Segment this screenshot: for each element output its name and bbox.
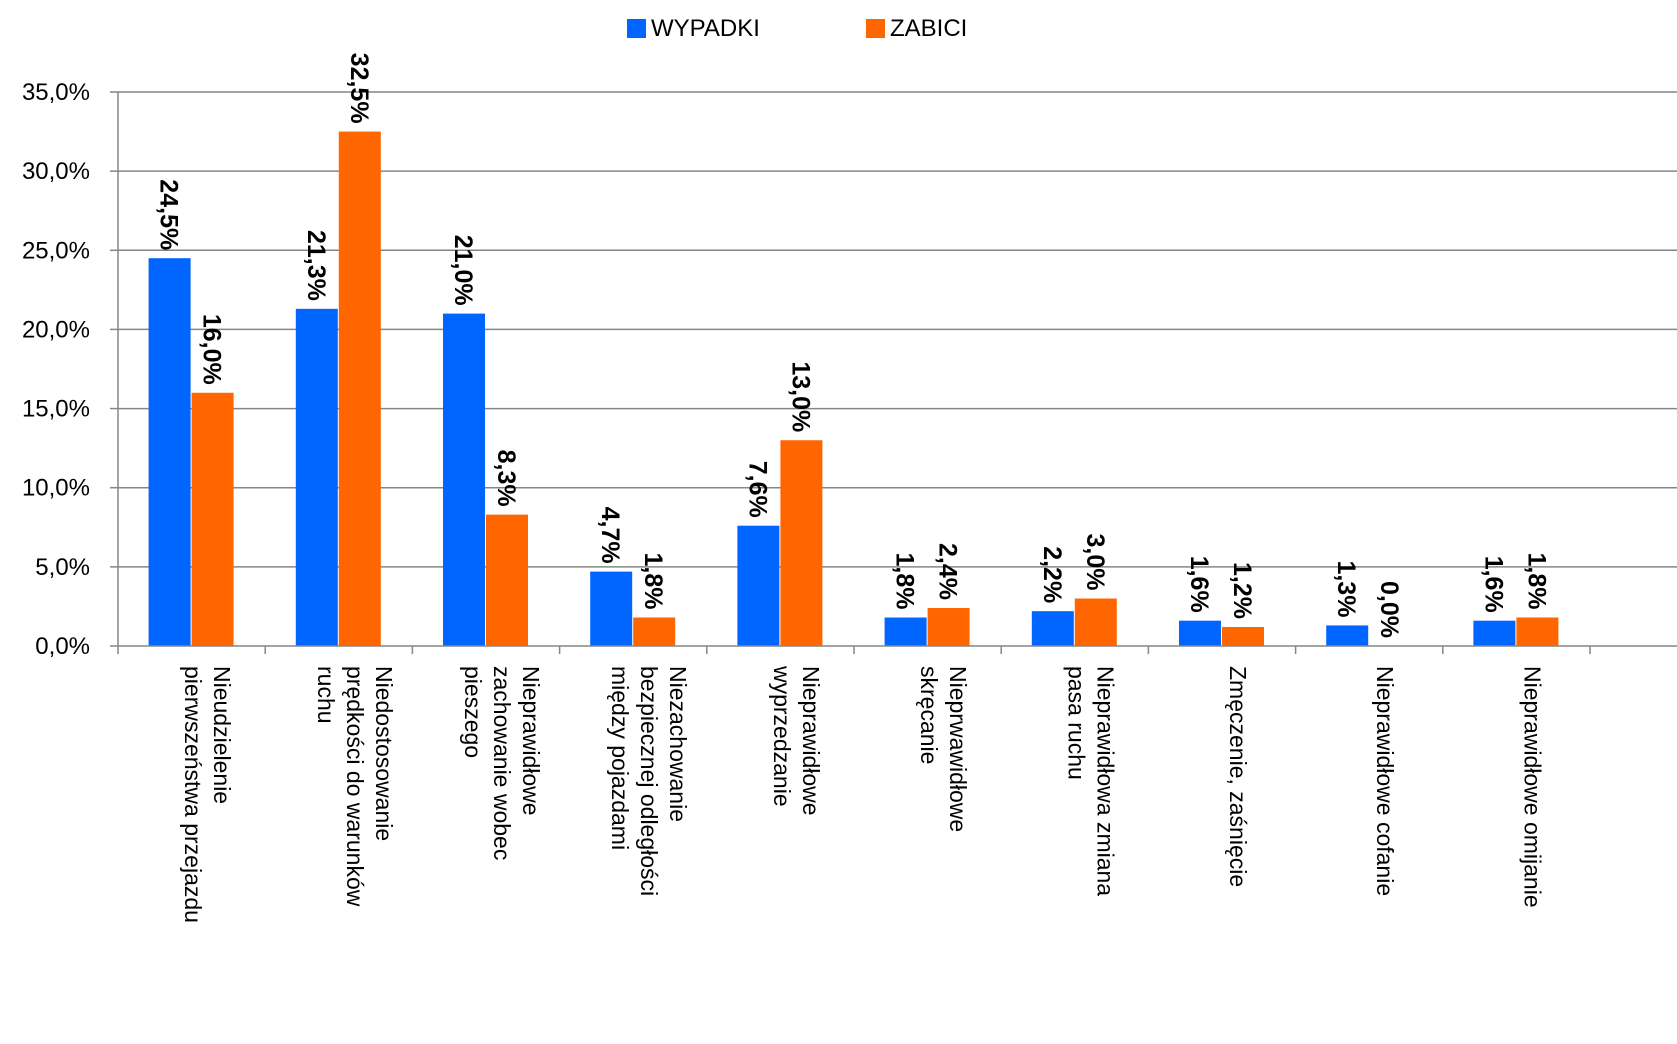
data-label: 21,3% (302, 230, 330, 301)
x-category-label-line: zachowanie wobec (489, 666, 515, 860)
bar-wypadki (1473, 620, 1516, 646)
bar-zabici (1516, 617, 1559, 646)
data-label: 1,3% (1332, 560, 1360, 617)
bar-wypadki (737, 525, 780, 646)
x-category-label-line: pierwszeństwa przejazdu (180, 666, 206, 923)
data-label: 2,4% (934, 543, 962, 600)
bar-zabici (191, 392, 234, 646)
y-tick-label: 30,0% (22, 158, 90, 185)
x-category-label-line: Nieprawidłowe (798, 666, 824, 816)
x-category-label-line: bezpiecznej odległości (636, 666, 662, 896)
x-category-label-line: wyprzedzanie (769, 665, 795, 807)
data-label: 1,8% (639, 553, 667, 610)
y-tick-label: 0,0% (35, 633, 90, 660)
bar-wypadki (1031, 611, 1074, 646)
x-category-label-line: Nieprwawidłowe (945, 666, 971, 832)
x-category-label-line: skręcanie (916, 666, 942, 764)
x-category-label-line: pieszego (460, 666, 486, 758)
legend-swatch (866, 19, 885, 38)
data-label: 1,8% (1522, 553, 1550, 610)
data-label: 3,0% (1081, 534, 1109, 591)
data-label: 24,5% (155, 179, 183, 250)
x-category-label-line: Nieprawidłowe omijanie (1519, 666, 1545, 908)
y-tick-label: 35,0% (22, 79, 90, 106)
x-category-label-line: Niezachowanie (665, 666, 691, 822)
bar-layer (148, 131, 1559, 647)
x-category-label-line: Zmęczenie, zaśnięcie (1225, 666, 1251, 887)
x-category-label: Nieprawidłowe omijanie (1519, 666, 1545, 908)
y-tick-label: 25,0% (22, 237, 90, 264)
x-category-label-line: ruchu (313, 666, 339, 724)
bar-zabici (780, 440, 823, 646)
x-category-label-line: między pojazdami (607, 666, 633, 850)
y-tick-label: 10,0% (22, 475, 90, 502)
legend: WYPADKI ZABICI (627, 15, 967, 42)
bar-wypadki (148, 258, 191, 646)
legend-label: ZABICI (890, 15, 967, 42)
legend-label: WYPADKI (651, 15, 760, 42)
axis-layer: 0,0% 5,0% 10,0% 15,0% 20,0% 25,0% 30,0% 35,0% (22, 79, 1677, 660)
bar-zabici (338, 131, 381, 647)
x-category-label-line: prędkości do warunków (342, 666, 368, 907)
bar-zabici (486, 514, 528, 646)
bar-wypadki (884, 617, 927, 646)
data-label: 7,6% (743, 461, 771, 518)
x-category-label-line: Nieprawidłowe (518, 666, 544, 816)
y-tick-label: 20,0% (22, 316, 90, 343)
bar-zabici (633, 617, 676, 646)
data-label: 32,5% (345, 53, 373, 124)
bar-wypadki (443, 313, 485, 646)
data-label: 8,3% (492, 450, 520, 507)
data-label: 2,2% (1038, 546, 1066, 603)
y-tick-label: 5,0% (35, 554, 90, 581)
x-category-label-line: Nieprawidłowe cofanie (1372, 666, 1398, 896)
bar-zabici (1222, 627, 1264, 646)
x-category-label-line: Niedostosowanie (371, 666, 397, 841)
data-label: 21,0% (449, 235, 477, 306)
bar-wypadki (590, 571, 633, 646)
x-category-label-line: Nieudzielenie (209, 666, 235, 804)
y-tick-label: 15,0% (22, 396, 90, 423)
bar-wypadki (1326, 625, 1369, 646)
x-category-label-line: Nieprawidłowa zmiana (1092, 666, 1118, 896)
bar-zabici (927, 608, 970, 646)
label-layer: 24,5% 21,3% 21,0% 4,7% 7,6% 1,8% 2,2% 1,6% 1,3% 1… (155, 53, 1551, 923)
data-label: 13,0% (786, 361, 814, 432)
data-label: 0,0% (1375, 581, 1403, 638)
data-label: 1,2% (1228, 562, 1256, 619)
data-label: 1,6% (1479, 556, 1507, 613)
data-label: 16,0% (198, 314, 226, 385)
data-label: 4,7% (596, 507, 624, 564)
x-category-label-line: pasa ruchu (1063, 666, 1089, 780)
data-label: 1,6% (1185, 556, 1213, 613)
legend-swatch (627, 19, 646, 38)
data-label: 1,8% (891, 553, 919, 610)
bar-wypadki (295, 308, 338, 646)
x-category-label: Zmęczenie, zaśnięcie (1225, 666, 1251, 887)
bar-wypadki (1179, 620, 1221, 646)
bar-zabici (1074, 598, 1117, 646)
x-category-label: Nieprawidłowe cofanie (1372, 666, 1398, 896)
